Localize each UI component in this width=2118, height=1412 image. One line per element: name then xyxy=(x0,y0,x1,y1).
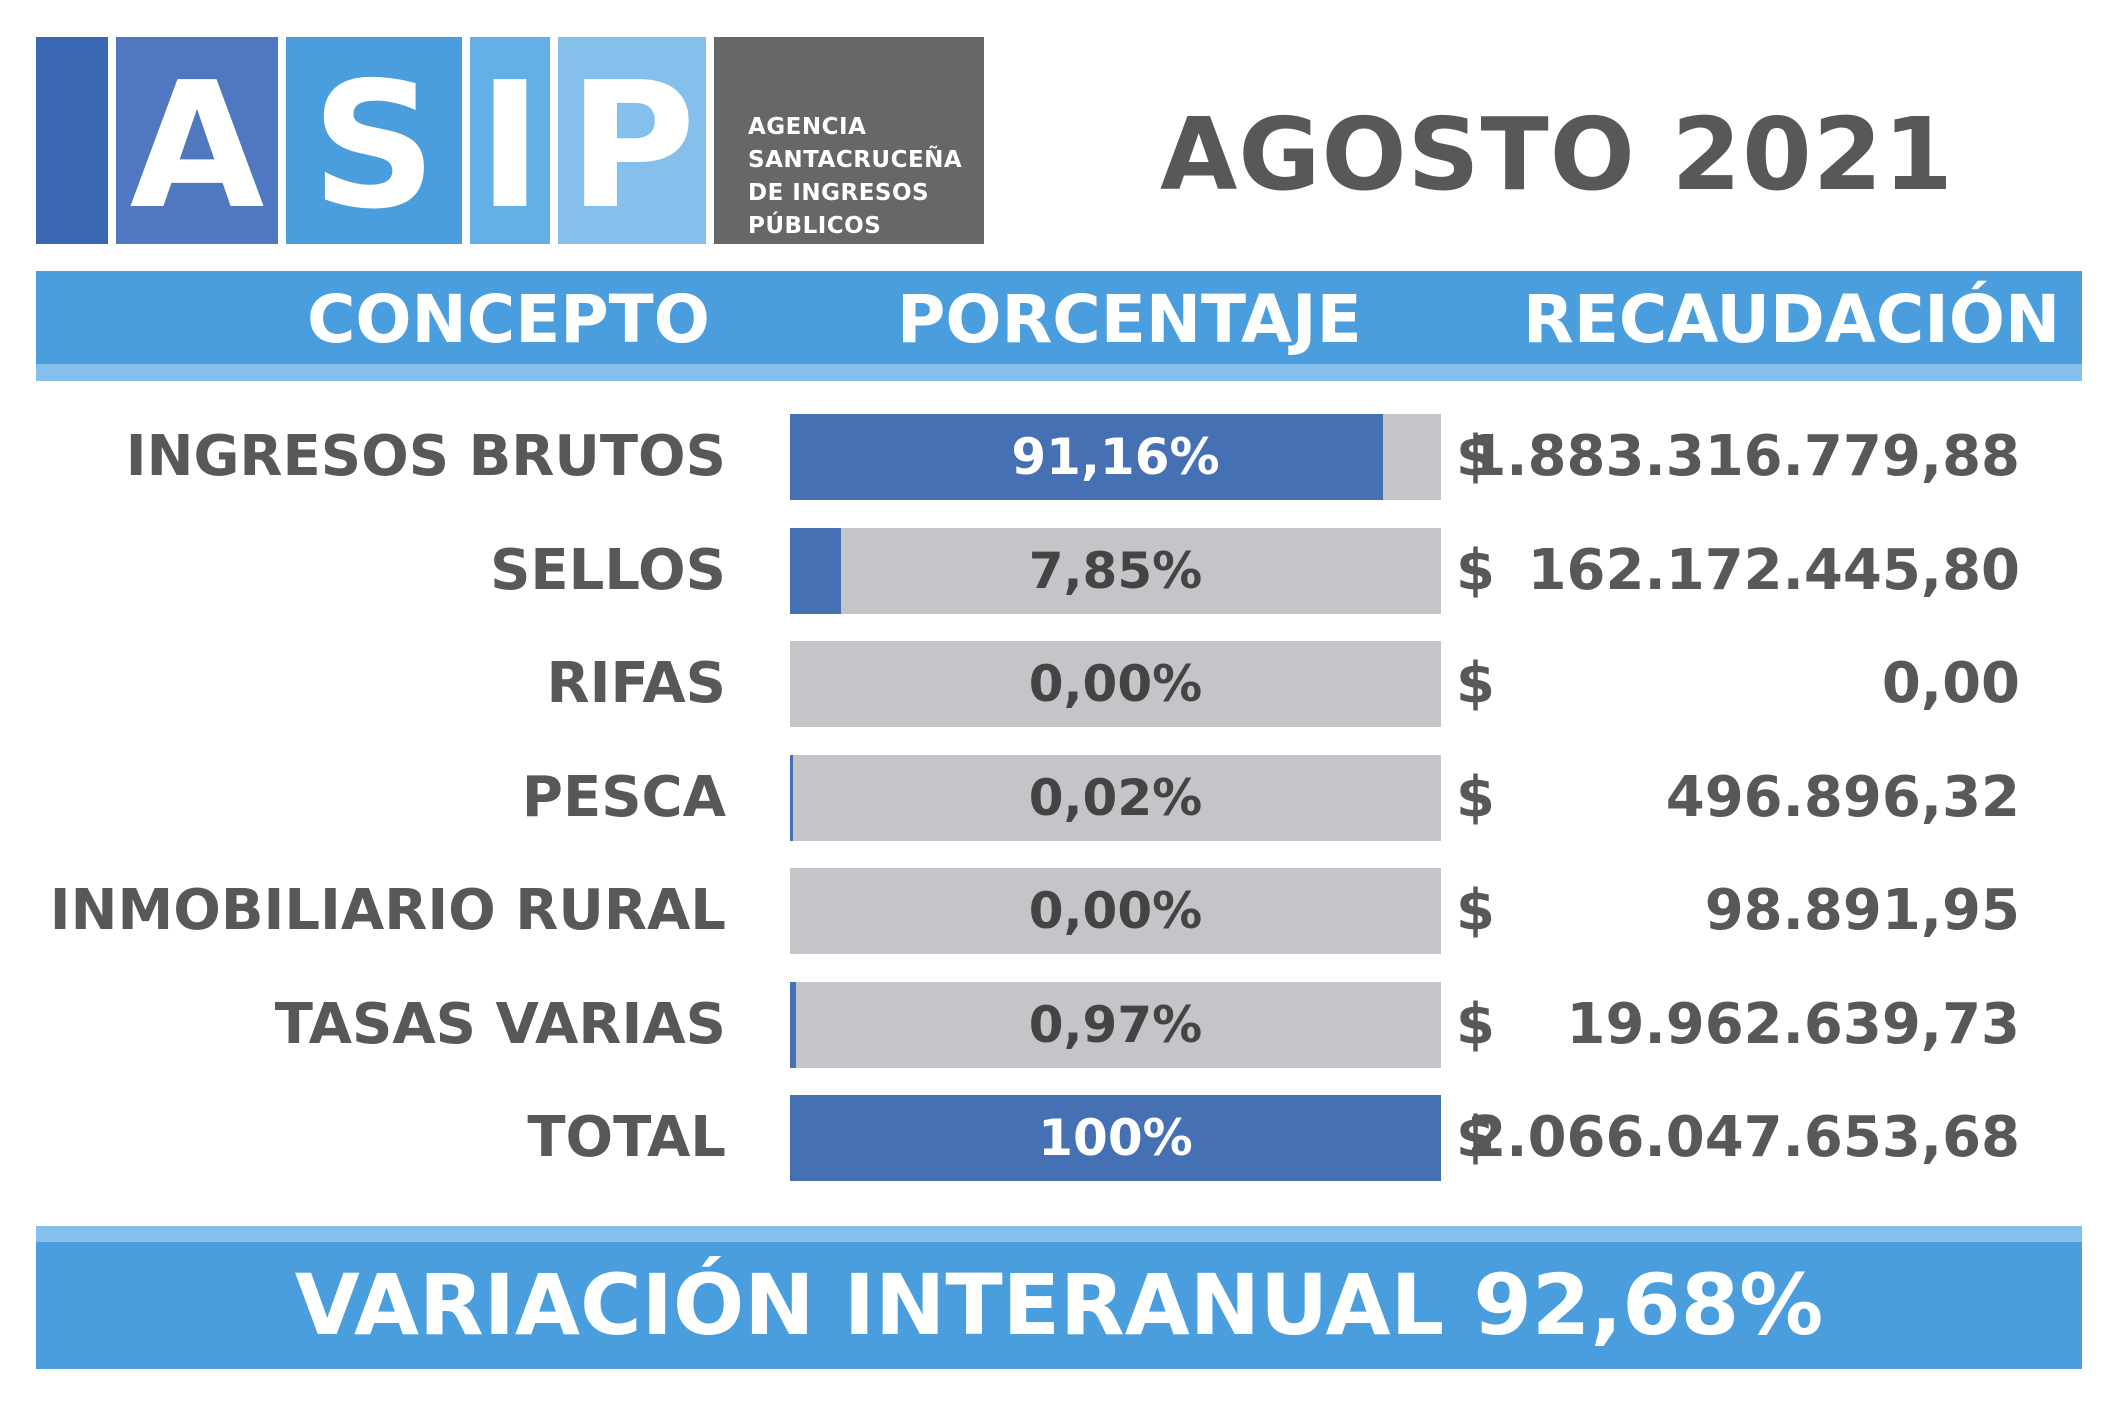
header-band xyxy=(36,271,2082,364)
amount-value: 496.896,32 xyxy=(1665,765,2020,830)
footer-band xyxy=(36,1242,2082,1369)
percentage-bar-track: 7,85% xyxy=(790,528,1441,614)
logo-letter-s: S xyxy=(311,45,437,248)
header-stripe xyxy=(36,364,2082,381)
percentage-bar-track: 0,00% xyxy=(790,868,1441,954)
amount-value: 98.891,95 xyxy=(1704,878,2020,943)
percentage-bar xyxy=(790,528,842,614)
logo-block-subtitle xyxy=(714,37,984,244)
concept-label: TOTAL xyxy=(527,1105,726,1170)
period-title: AGOSTO 2021 xyxy=(1160,96,1954,213)
amount-value: 0,00 xyxy=(1881,651,2020,716)
concept-label: RIFAS xyxy=(546,651,726,716)
percentage-label: 0,97% xyxy=(1028,996,1203,1054)
percentage-label: 0,00% xyxy=(1028,655,1203,713)
percentage-label: 91,16% xyxy=(1011,428,1220,486)
table-row: TOTAL 100% $2.066.047.653,68 xyxy=(0,1095,2118,1181)
table-row: SELLOS 7,85% $162.172.445,80 xyxy=(0,528,2118,614)
percentage-label: 0,02% xyxy=(1028,769,1203,827)
logo-letter-p: P xyxy=(568,45,696,248)
currency-symbol: $ xyxy=(1456,424,1495,489)
percentage-bar-track: 91,16% xyxy=(790,414,1441,500)
percentage-label: 7,85% xyxy=(1028,542,1203,600)
concept-label: INMOBILIARIO RURAL xyxy=(49,878,726,943)
logo-block-i: I xyxy=(470,37,550,244)
logo-subtitle-line: SANTACRUCEÑA xyxy=(748,147,963,173)
logo-subtitle-line: PÚBLICOS xyxy=(748,213,882,239)
currency-symbol: $ xyxy=(1456,1105,1495,1170)
footer-stripe xyxy=(36,1226,2082,1242)
column-header-concepto: CONCEPTO xyxy=(307,281,710,358)
concept-label: TASAS VARIAS xyxy=(274,992,726,1057)
logo-block-s: S xyxy=(286,37,462,244)
currency-symbol: $ xyxy=(1456,651,1495,716)
currency-symbol: $ xyxy=(1456,992,1495,1057)
table-row: PESCA 0,02% $496.896,32 xyxy=(0,755,2118,841)
column-header-porcentaje: PORCENTAJE xyxy=(897,281,1362,358)
percentage-bar-track: 0,02% xyxy=(790,755,1441,841)
logo-letter-i: I xyxy=(477,45,543,248)
yearly-variation: VARIACIÓN INTERANUAL 92,68% xyxy=(294,1256,1824,1354)
amount-value: 19.962.639,73 xyxy=(1566,992,2020,1057)
percentage-bar xyxy=(790,982,797,1068)
logo-block-a: A xyxy=(116,37,278,244)
currency-symbol: $ xyxy=(1456,538,1495,603)
logo-block-edge xyxy=(36,37,108,244)
percentage-bar xyxy=(790,755,793,841)
logo-block-p: P xyxy=(558,37,706,244)
asip-logo: A S I P AGENCIA SANTACRUCEÑA DE INGRESOS… xyxy=(36,37,984,244)
concept-label: SELLOS xyxy=(490,538,726,603)
percentage-bar-track: 0,00% xyxy=(790,641,1441,727)
table-row: INMOBILIARIO RURAL 0,00% $98.891,95 xyxy=(0,868,2118,954)
concept-label: PESCA xyxy=(521,765,726,830)
table-row: TASAS VARIAS 0,97% $19.962.639,73 xyxy=(0,982,2118,1068)
logo-subtitle: AGENCIA SANTACRUCEÑA DE INGRESOS PÚBLICO… xyxy=(748,111,978,243)
currency-symbol: $ xyxy=(1456,878,1495,943)
table-row: RIFAS 0,00% $0,00 xyxy=(0,641,2118,727)
logo-letter-a: A xyxy=(129,45,265,248)
percentage-label: 0,00% xyxy=(1028,882,1203,940)
logo-subtitle-line: DE INGRESOS xyxy=(748,180,930,206)
amount-value: 1.883.316.779,88 xyxy=(1467,424,2020,489)
amount-value: 2.066.047.653,68 xyxy=(1467,1105,2020,1170)
percentage-bar-track: 0,97% xyxy=(790,982,1441,1068)
percentage-bar xyxy=(790,414,1384,500)
amount-value: 162.172.445,80 xyxy=(1527,538,2020,603)
percentage-label: 100% xyxy=(1038,1109,1193,1167)
concept-label: INGRESOS BRUTOS xyxy=(125,424,726,489)
percentage-bar xyxy=(790,1095,1441,1181)
currency-symbol: $ xyxy=(1456,765,1495,830)
percentage-bar-track: 100% xyxy=(790,1095,1441,1181)
column-header-recaudacion: RECAUDACIÓN xyxy=(1523,281,2061,358)
logo-subtitle-line: AGENCIA xyxy=(748,114,867,140)
table-row: INGRESOS BRUTOS 91,16% $1.883.316.779,88 xyxy=(0,414,2118,500)
